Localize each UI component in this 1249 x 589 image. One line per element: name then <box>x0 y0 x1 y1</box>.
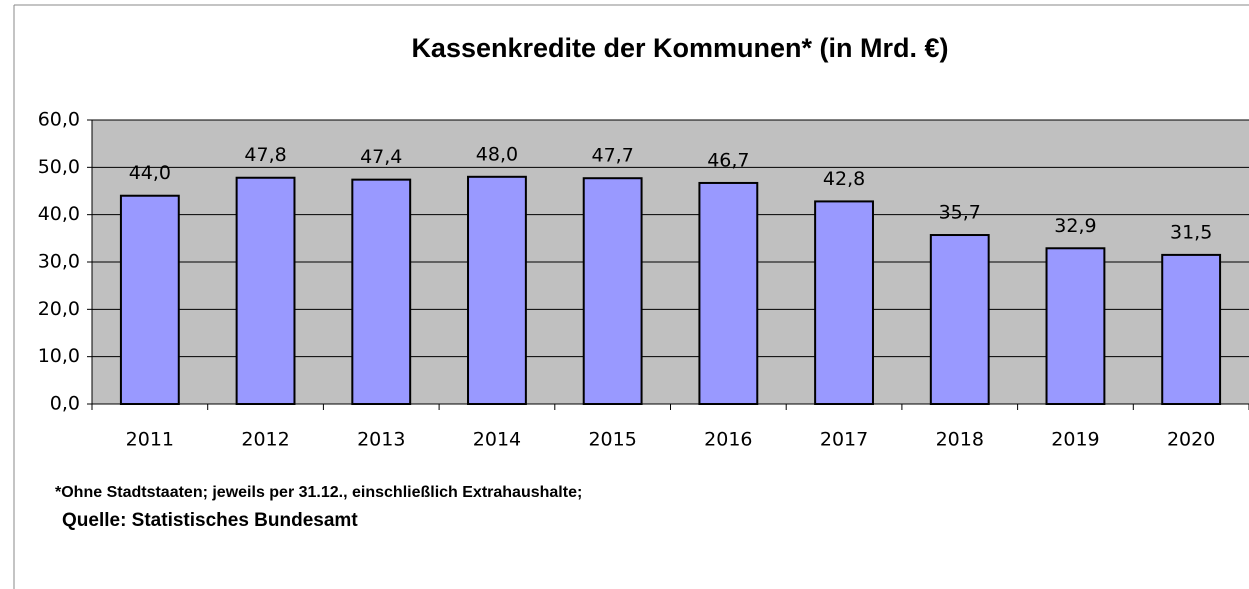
y-tick-label: 40,0 <box>38 203 80 225</box>
data-label: 35,7 <box>939 202 981 224</box>
y-tick-label: 10,0 <box>38 345 80 367</box>
x-tick-label: 2019 <box>1051 429 1099 451</box>
x-tick-label: 2015 <box>588 429 636 451</box>
data-label: 47,8 <box>244 144 286 166</box>
bar <box>698 181 759 405</box>
y-tick-label: 0,0 <box>50 393 80 415</box>
y-tick-label: 30,0 <box>38 251 80 273</box>
bar <box>814 200 874 405</box>
footnote: *Ohne Stadtstaaten; jeweils per 31.12., … <box>55 484 582 501</box>
data-label: 42,8 <box>823 168 865 190</box>
bar <box>235 176 296 405</box>
bar <box>582 177 643 405</box>
data-label: 47,7 <box>591 145 633 167</box>
x-tick-label: 2020 <box>1167 429 1215 451</box>
y-tick-label: 60,0 <box>38 109 80 131</box>
bar <box>119 194 180 405</box>
x-tick-label: 2018 <box>936 429 984 451</box>
y-tick-label: 20,0 <box>38 298 80 320</box>
bar <box>929 234 990 405</box>
data-label: 44,0 <box>129 162 171 184</box>
bar <box>351 178 412 405</box>
chart-title: Kassenkredite der Kommunen* (in Mrd. €) <box>411 33 948 63</box>
bar <box>1161 253 1222 405</box>
x-tick-label: 2014 <box>473 429 521 451</box>
data-label: 32,9 <box>1054 215 1096 237</box>
bar <box>1045 247 1106 405</box>
source: Quelle: Statistisches Bundesamt <box>62 510 358 531</box>
data-label: 48,0 <box>476 143 518 165</box>
y-tick-label: 50,0 <box>38 156 80 178</box>
data-label: 46,7 <box>707 149 749 171</box>
data-label: 31,5 <box>1170 221 1212 243</box>
x-tick-label: 2017 <box>820 429 868 451</box>
data-label: 47,4 <box>360 146 402 168</box>
x-tick-label: 2013 <box>357 429 405 451</box>
x-tick-label: 2012 <box>241 429 289 451</box>
x-tick-label: 2011 <box>126 429 174 451</box>
bar <box>467 175 527 405</box>
x-tick-label: 2016 <box>704 429 752 451</box>
